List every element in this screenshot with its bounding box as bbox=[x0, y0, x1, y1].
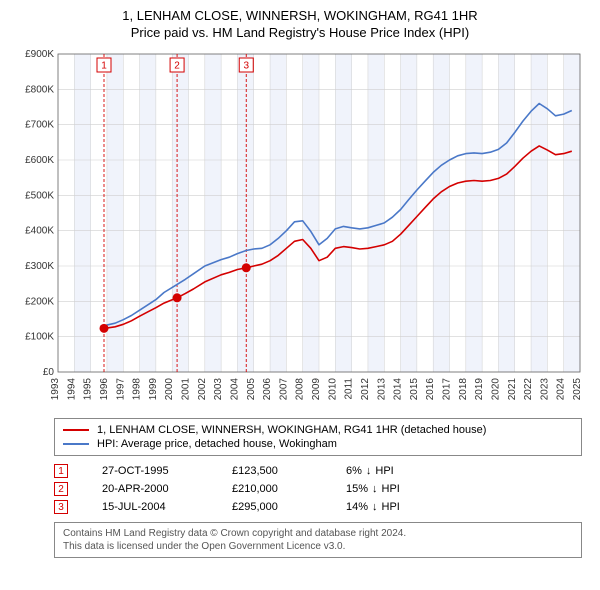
down-arrow-icon: ↓ bbox=[372, 501, 378, 513]
svg-text:1999: 1999 bbox=[148, 377, 159, 400]
title-line1: 1, LENHAM CLOSE, WINNERSH, WOKINGHAM, RG… bbox=[12, 8, 588, 25]
chart: £0 £100K £200K £300K £400K £500K £600K £700K £80… bbox=[12, 48, 588, 408]
svg-text:£700K: £700K bbox=[25, 119, 54, 130]
svg-text:2022: 2022 bbox=[523, 377, 534, 400]
svg-text:2024: 2024 bbox=[556, 377, 567, 400]
svg-text:2015: 2015 bbox=[409, 377, 420, 400]
svg-text:2023: 2023 bbox=[539, 377, 550, 400]
svg-text:2012: 2012 bbox=[360, 377, 371, 400]
sale-hpi-label: HPI bbox=[382, 501, 400, 513]
sale-number-box: 2 bbox=[54, 482, 68, 496]
sale-number-box: 3 bbox=[54, 500, 68, 514]
title-line2: Price paid vs. HM Land Registry's House … bbox=[12, 25, 588, 42]
svg-text:2000: 2000 bbox=[164, 377, 175, 400]
legend-swatch bbox=[63, 429, 89, 431]
svg-text:2014: 2014 bbox=[393, 377, 404, 400]
svg-text:2018: 2018 bbox=[458, 377, 469, 400]
svg-text:2010: 2010 bbox=[327, 377, 338, 400]
sale-date: 15-JUL-2004 bbox=[102, 501, 198, 513]
sale-hpi-label: HPI bbox=[375, 465, 393, 477]
legend-swatch bbox=[63, 443, 89, 445]
svg-text:1995: 1995 bbox=[83, 377, 94, 400]
footer-line2: This data is licensed under the Open Gov… bbox=[63, 540, 573, 553]
svg-text:2003: 2003 bbox=[213, 377, 224, 400]
svg-text:2009: 2009 bbox=[311, 377, 322, 400]
chart-svg: £0 £100K £200K £300K £400K £500K £600K £700K £80… bbox=[12, 48, 588, 408]
svg-text:3: 3 bbox=[243, 60, 249, 71]
svg-text:£200K: £200K bbox=[25, 296, 54, 307]
svg-text:2016: 2016 bbox=[425, 377, 436, 400]
svg-text:1994: 1994 bbox=[66, 377, 77, 400]
sale-row: 2 20-APR-2000 £210,000 15% ↓ HPI bbox=[54, 482, 582, 496]
sale-price: £295,000 bbox=[232, 501, 312, 513]
sale-price: £210,000 bbox=[232, 483, 312, 495]
svg-text:2011: 2011 bbox=[344, 377, 355, 399]
sale-hpi-pct: 14% bbox=[346, 501, 368, 513]
svg-text:1997: 1997 bbox=[115, 377, 126, 400]
sale-date: 20-APR-2000 bbox=[102, 483, 198, 495]
svg-text:2017: 2017 bbox=[442, 377, 453, 400]
legend-row: 1, LENHAM CLOSE, WINNERSH, WOKINGHAM, RG… bbox=[63, 423, 573, 437]
svg-text:2006: 2006 bbox=[262, 377, 273, 400]
footer: Contains HM Land Registry data © Crown c… bbox=[54, 522, 582, 558]
footer-line1: Contains HM Land Registry data © Crown c… bbox=[63, 527, 573, 540]
chart-title: 1, LENHAM CLOSE, WINNERSH, WOKINGHAM, RG… bbox=[12, 8, 588, 42]
svg-text:2: 2 bbox=[174, 60, 180, 71]
sale-hpi-label: HPI bbox=[382, 483, 400, 495]
svg-text:£300K: £300K bbox=[25, 261, 54, 272]
svg-text:1993: 1993 bbox=[50, 377, 61, 400]
svg-text:2020: 2020 bbox=[490, 377, 501, 400]
svg-text:2021: 2021 bbox=[507, 377, 518, 400]
svg-text:£400K: £400K bbox=[25, 225, 54, 236]
sale-date: 27-OCT-1995 bbox=[102, 465, 198, 477]
svg-text:£100K: £100K bbox=[25, 331, 54, 342]
legend-row: HPI: Average price, detached house, Woki… bbox=[63, 437, 573, 451]
svg-text:£0: £0 bbox=[43, 367, 55, 378]
svg-text:1: 1 bbox=[101, 60, 107, 71]
svg-text:2008: 2008 bbox=[295, 377, 306, 400]
svg-text:2019: 2019 bbox=[474, 377, 485, 400]
sale-number-box: 1 bbox=[54, 464, 68, 478]
svg-text:£500K: £500K bbox=[25, 190, 54, 201]
legend-label: HPI: Average price, detached house, Woki… bbox=[97, 438, 337, 450]
svg-text:2001: 2001 bbox=[181, 377, 192, 400]
svg-text:1996: 1996 bbox=[99, 377, 110, 400]
svg-text:1998: 1998 bbox=[132, 377, 143, 400]
sales-table: 127-OCT-1995£123,5006%↓HPI220-APR-2000£2… bbox=[54, 464, 582, 514]
sale-row: 3 15-JUL-2004 £295,000 14% ↓ HPI bbox=[54, 500, 582, 514]
legend-label: 1, LENHAM CLOSE, WINNERSH, WOKINGHAM, RG… bbox=[97, 424, 486, 436]
svg-text:2025: 2025 bbox=[572, 377, 583, 400]
svg-text:£900K: £900K bbox=[25, 49, 54, 60]
sale-hpi-pct: 15% bbox=[346, 483, 368, 495]
svg-text:2007: 2007 bbox=[278, 377, 289, 400]
svg-text:£600K: £600K bbox=[25, 155, 54, 166]
sale-row: 1 27-OCT-1995 £123,500 6% ↓HPI bbox=[54, 464, 582, 478]
down-arrow-icon: ↓ bbox=[366, 465, 372, 477]
sale-price: £123,500 bbox=[232, 465, 312, 477]
sale-hpi: 15% ↓ HPI bbox=[346, 483, 400, 495]
down-arrow-icon: ↓ bbox=[372, 483, 378, 495]
sale-hpi: 6% ↓HPI bbox=[346, 465, 394, 477]
sale-hpi: 14% ↓ HPI bbox=[346, 501, 400, 513]
sale-hpi-pct: 6% bbox=[346, 465, 362, 477]
svg-text:2002: 2002 bbox=[197, 377, 208, 400]
svg-text:2013: 2013 bbox=[376, 377, 387, 400]
svg-text:2004: 2004 bbox=[229, 377, 240, 400]
svg-text:£800K: £800K bbox=[25, 84, 54, 95]
legend: 1, LENHAM CLOSE, WINNERSH, WOKINGHAM, RG… bbox=[54, 418, 582, 456]
svg-text:2005: 2005 bbox=[246, 377, 257, 400]
